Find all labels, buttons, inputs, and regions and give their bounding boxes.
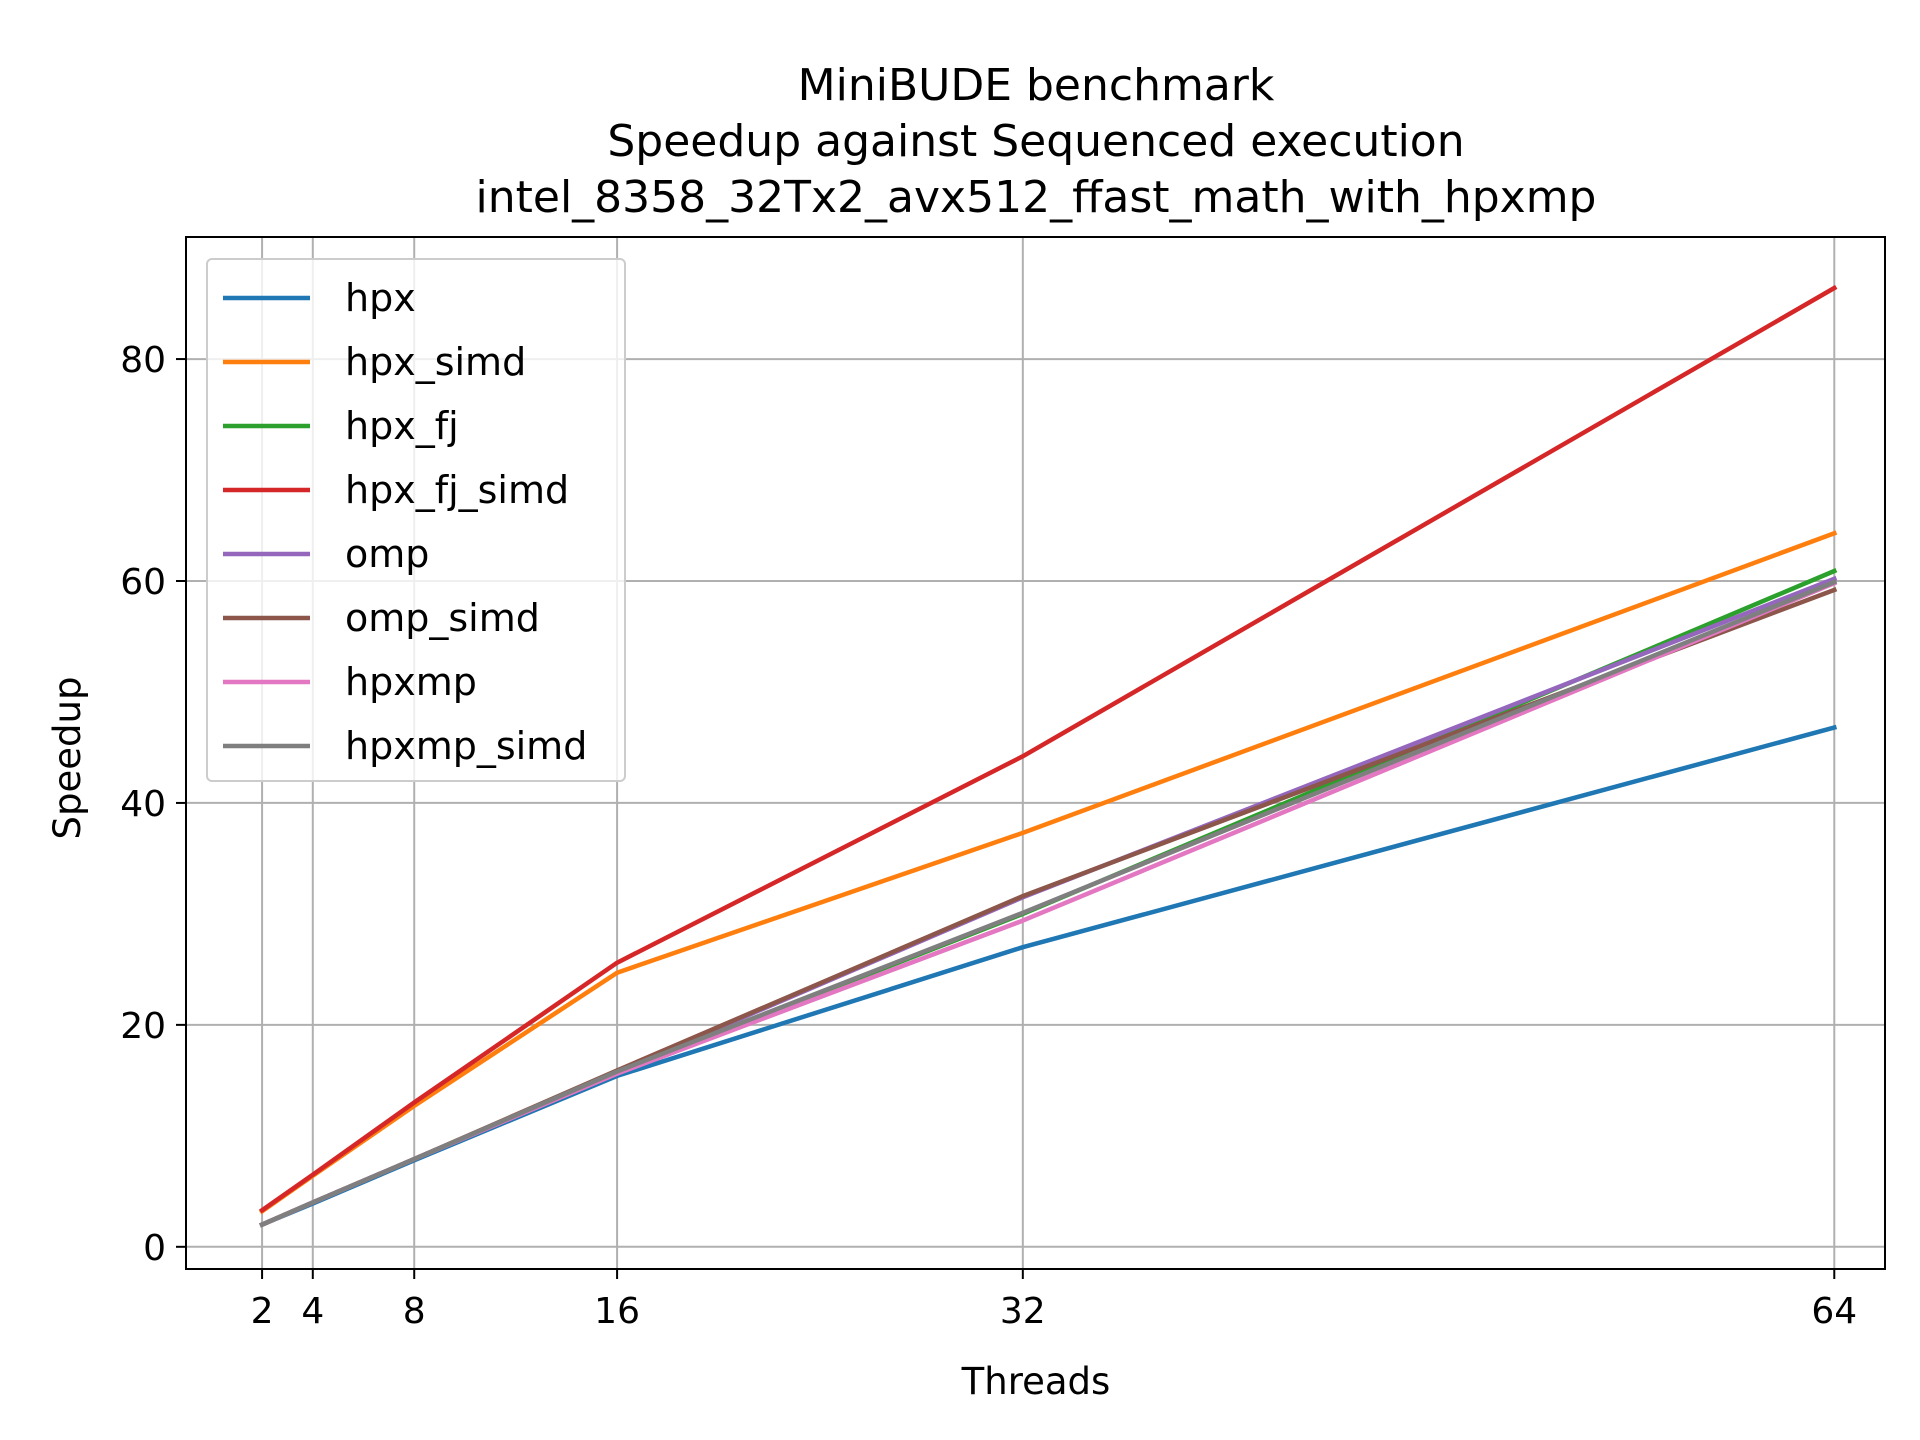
legend-box (206, 258, 626, 782)
legend-label-omp: omp (345, 532, 429, 576)
legend-label-hpx_fj: hpx_fj (345, 404, 459, 448)
title-line-3: intel_8358_32Tx2_avx512_ffast_math_with_… (476, 172, 1597, 223)
title-line-1: MiniBUDE benchmark (798, 60, 1275, 111)
legend-label-hpx_simd: hpx_simd (345, 340, 526, 384)
x-tick-label-16: 16 (594, 1291, 640, 1332)
legend-label-hpx: hpx (345, 276, 416, 320)
y-tick-label-80: 80 (120, 340, 166, 381)
plot-area-frame (185, 236, 1886, 1270)
legend-label-omp_simd: omp_simd (345, 596, 540, 640)
x-tick-label-2: 2 (251, 1291, 274, 1332)
title-line-2: Speedup against Sequenced execution (607, 116, 1464, 167)
legend-label-hpx_fj_simd: hpx_fj_simd (345, 468, 569, 512)
x-axis-label: Threads (961, 1360, 1111, 1403)
x-tick-label-64: 64 (1811, 1291, 1857, 1332)
y-tick-label-20: 20 (120, 1006, 166, 1047)
y-tick-label-40: 40 (120, 784, 166, 825)
x-tick-label-4: 4 (301, 1291, 324, 1332)
y-axis-label: Speedup (46, 677, 89, 840)
x-tick-label-8: 8 (403, 1291, 426, 1332)
legend-label-hpxmp_simd: hpxmp_simd (345, 724, 587, 768)
x-tick-label-32: 32 (1000, 1291, 1046, 1332)
series-lines (258, 284, 1838, 1228)
legend-label-hpxmp: hpxmp (345, 660, 477, 704)
axis-ticks: 2 4 8 16 32 64 0 20 40 60 80 (120, 340, 1857, 1332)
series-line-hpxmp_simd (259, 579, 1838, 1228)
chart-title: MiniBUDE benchmark Speedup against Seque… (476, 60, 1597, 223)
y-tick-label-0: 0 (143, 1228, 166, 1269)
series-line-hpx_fj_simd (258, 284, 1838, 1214)
y-tick-label-60: 60 (120, 562, 166, 603)
